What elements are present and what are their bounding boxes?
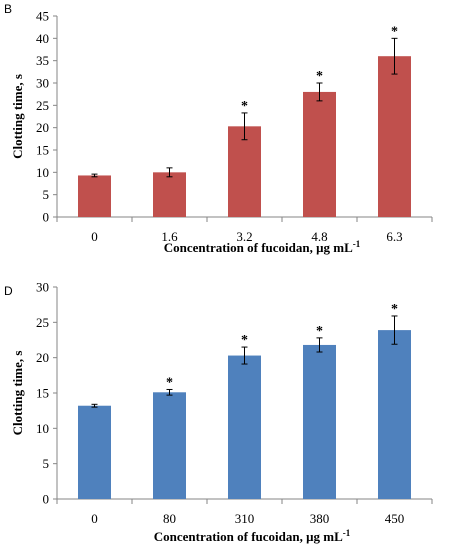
significance-marker: * [316,69,323,84]
x-tick-label: 6.3 [386,229,402,244]
x-tick-label: 310 [235,511,255,526]
significance-marker: * [391,302,398,317]
y-tick-label: 5 [43,456,50,471]
x-tick-label: 3.2 [236,229,252,244]
x-tick-label: 1.6 [161,229,178,244]
x-tick-label: 80 [163,511,176,526]
x-axis-title: Concentration of fucoidan, μg mL-1 [154,528,351,544]
significance-marker: * [241,333,248,348]
y-tick-label: 30 [36,76,49,91]
clotting-time-chart-top: 0 5 10 15 20 25 30 35 40 45 0 1.6 * 3.2 * 4.8 * 6.3 Concen… [10,9,433,255]
y-tick-label: 15 [36,386,49,401]
y-axis-title: Clotting time, s [10,74,25,159]
bar [153,392,186,499]
y-tick-label: 35 [36,53,49,68]
y-tick-label: 40 [36,31,49,46]
significance-marker: * [166,375,173,390]
x-tick-label: 380 [310,511,330,526]
y-tick-label: 25 [36,98,49,113]
x-axis-title: Concentration of fucoidan, μg mL-1 [164,239,361,255]
bar [228,355,261,499]
bar [378,56,411,218]
y-tick-label: 5 [43,187,50,202]
y-tick-label: 0 [43,210,50,225]
y-axis-title: Clotting time, s [10,351,25,436]
significance-marker: * [391,24,398,39]
y-tick-label: 25 [36,315,49,330]
y-tick-label: 20 [36,350,49,365]
y-tick-label: 10 [36,421,49,436]
bar [78,175,111,217]
chart-panel-top: B 0 5 10 15 20 25 30 35 40 45 0 1.6 * 3.2 * 4.8 * 6.3 Conc… [0,0,449,260]
bar [78,405,111,499]
y-tick-label: 30 [36,280,49,295]
panel-label: B [4,2,13,16]
x-tick-label: 4.8 [311,229,327,244]
clotting-time-chart-bottom: 0 5 10 15 20 25 30 0 * 80 * 310 * 380 * 450 Concentratio… [10,280,433,544]
y-tick-label: 0 [43,492,50,507]
y-tick-label: 20 [36,120,49,135]
x-axis-title-superscript: -1 [343,528,351,538]
chart-panel-bottom: D 0 5 10 15 20 25 30 0 * 80 * 310 * 380 * 450 Concentrat… [0,270,449,550]
bar [378,330,411,499]
x-axis-title-superscript: -1 [353,239,361,249]
y-tick-label: 15 [36,143,49,158]
x-tick-label: 450 [385,511,405,526]
x-tick-label: 0 [91,511,98,526]
bar [153,172,186,217]
bar [228,126,261,217]
bar [303,344,336,499]
significance-marker: * [316,324,323,339]
significance-marker: * [241,99,248,114]
bar [303,91,336,217]
panel-label: D [4,284,13,298]
y-tick-label: 45 [36,9,49,24]
x-tick-label: 0 [91,229,98,244]
y-tick-label: 10 [36,165,49,180]
